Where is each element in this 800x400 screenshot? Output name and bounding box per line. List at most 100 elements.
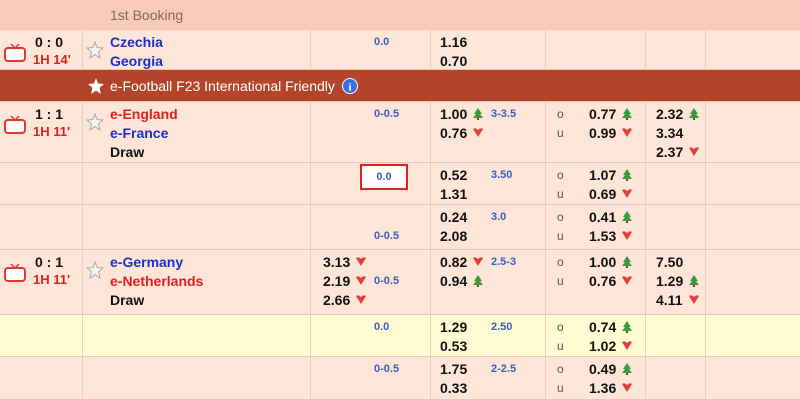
column-divider [545, 315, 546, 357]
favorite-star [86, 41, 104, 59]
handicap-line[interactable]: 0.0 [360, 164, 408, 190]
column-divider [645, 315, 646, 357]
info-icon: i [342, 78, 358, 94]
trend-down [622, 189, 632, 198]
trend-up [622, 211, 632, 223]
total-line[interactable]: 2.5-3 [491, 256, 517, 268]
odds-value[interactable]: 1.29 [440, 319, 468, 335]
column-divider [705, 102, 706, 163]
column-divider [705, 30, 706, 70]
row [0, 250, 800, 315]
odds-value[interactable]: 2.19 [323, 273, 351, 289]
trend-down [689, 295, 699, 304]
odds-value[interactable]: 1.16 [440, 34, 468, 50]
team-name[interactable]: e-France [110, 125, 169, 141]
odds-value[interactable]: 0.77 [589, 106, 617, 122]
team-name[interactable]: e-Netherlands [110, 273, 204, 289]
odds-value[interactable]: 0.52 [440, 167, 468, 183]
odds-value[interactable]: 0.49 [589, 361, 617, 377]
column-divider [545, 205, 546, 250]
handicap-line[interactable]: 0-0.5 [374, 108, 400, 120]
column-divider [82, 357, 83, 400]
odds-value[interactable]: 2.37 [656, 144, 684, 160]
over-label: o [557, 168, 564, 182]
odds-value[interactable]: 0.99 [589, 125, 617, 141]
odds-value[interactable]: 0.94 [440, 273, 468, 289]
row [0, 357, 800, 400]
row [0, 102, 800, 163]
over-label: o [557, 255, 564, 269]
row [0, 205, 800, 250]
odds-value[interactable]: 2.08 [440, 228, 468, 244]
trend-down [473, 128, 483, 137]
under-label: u [557, 381, 564, 395]
column-divider [430, 205, 431, 250]
odds-value[interactable]: 1.29 [656, 273, 684, 289]
odds-value[interactable]: 0.24 [440, 209, 468, 225]
column-divider [645, 357, 646, 400]
handicap-line[interactable]: 0-0.5 [374, 275, 400, 287]
trend-down [622, 276, 632, 285]
odds-value[interactable]: 4.11 [656, 292, 683, 308]
odds-value[interactable]: 2.32 [656, 106, 684, 122]
trend-up [689, 108, 699, 120]
total-line[interactable]: 3.0 [491, 211, 507, 223]
total-line[interactable]: 2.50 [491, 321, 513, 333]
odds-value[interactable]: 0.41 [589, 209, 617, 225]
odds-value[interactable]: 1.36 [589, 380, 617, 396]
column-divider [310, 250, 311, 315]
column-divider [545, 250, 546, 315]
odds-value[interactable]: 7.50 [656, 254, 684, 270]
odds-value[interactable]: 0.33 [440, 380, 468, 396]
total-line[interactable]: 3-3.5 [491, 108, 517, 120]
team-name[interactable]: Czechia [110, 34, 163, 50]
handicap-line[interactable]: 0-0.5 [374, 230, 400, 242]
odds-value[interactable]: 1.07 [589, 167, 617, 183]
column-divider [705, 163, 706, 205]
handicap-line[interactable]: 0-0.5 [374, 363, 400, 375]
column-divider [645, 30, 646, 70]
handicap-line[interactable]: 0.0 [374, 36, 390, 48]
row [0, 30, 800, 70]
team-name[interactable]: Draw [110, 292, 145, 308]
odds-value[interactable]: 0.74 [589, 319, 617, 335]
trend-down [473, 257, 483, 266]
row [0, 0, 800, 30]
odds-value[interactable]: 2.66 [323, 292, 351, 308]
trend-up [622, 108, 632, 120]
odds-value[interactable]: 1.02 [589, 338, 617, 354]
odds-value[interactable]: 0.82 [440, 254, 468, 270]
odds-value[interactable]: 1.53 [589, 228, 617, 244]
odds-value[interactable]: 0.76 [589, 273, 617, 289]
team-name[interactable]: Draw [110, 144, 145, 160]
trend-down [622, 341, 632, 350]
favorite-star [86, 261, 104, 279]
odds-value[interactable]: 0.76 [440, 125, 468, 141]
odds-value[interactable]: 1.31 [440, 186, 468, 202]
tv-icon [4, 116, 26, 134]
over-label: o [557, 362, 564, 376]
team-name[interactable]: e-Germany [110, 254, 184, 270]
trend-up [689, 275, 699, 287]
handicap-line[interactable]: 0.0 [374, 321, 390, 333]
odds-value[interactable]: 0.69 [589, 186, 617, 202]
odds-value[interactable]: 1.00 [589, 254, 617, 270]
odds-value[interactable]: 1.00 [440, 106, 468, 122]
total-line[interactable]: 2-2.5 [491, 363, 517, 375]
under-label: u [557, 229, 564, 243]
column-divider [705, 315, 706, 357]
odds-value[interactable]: 3.13 [323, 254, 351, 270]
score: 0 : 1 [35, 254, 64, 270]
odds-value[interactable]: 1.75 [440, 361, 468, 377]
odds-value[interactable]: 0.53 [440, 338, 468, 354]
odds-value[interactable]: 3.34 [656, 125, 684, 141]
team-name[interactable]: e-England [110, 106, 178, 122]
row [0, 70, 800, 102]
total-line[interactable]: 3.50 [491, 169, 513, 181]
svg-text:i: i [348, 82, 351, 94]
tv-icon [4, 264, 26, 282]
column-divider [310, 315, 311, 357]
column-divider [82, 250, 83, 315]
odds-value[interactable]: 0.70 [440, 53, 468, 69]
team-name[interactable]: Georgia [110, 53, 163, 69]
